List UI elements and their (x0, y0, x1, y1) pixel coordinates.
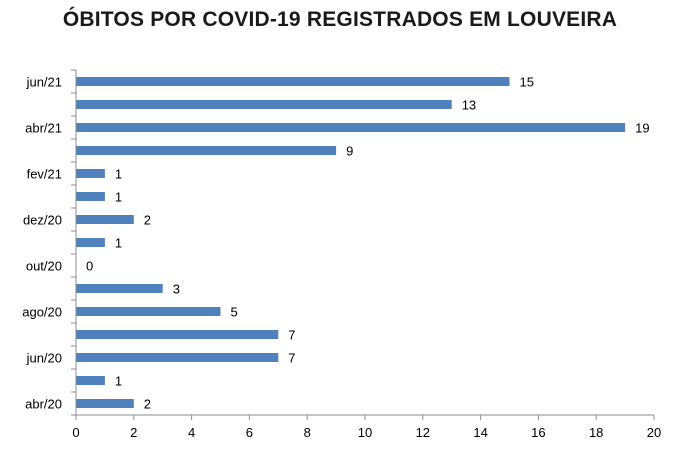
data-label: 1 (115, 374, 122, 389)
x-tick-label: 14 (473, 425, 487, 440)
category-label: out/20 (26, 259, 62, 274)
bar (76, 353, 279, 362)
data-label: 7 (288, 328, 295, 343)
bar (76, 284, 163, 293)
data-labels: 15 13 19 9 1 1 2 1 0 3 5 7 7 1 2 (86, 75, 650, 412)
bar (76, 192, 105, 201)
chart-title: ÓBITOS POR COVID-19 REGISTRADOS EM LOUVE… (62, 8, 618, 31)
data-label: 7 (288, 351, 295, 366)
category-label: abr/20 (25, 397, 62, 412)
bar-series (76, 77, 626, 408)
category-label: abr/21 (25, 121, 62, 136)
chart-axes (71, 69, 655, 420)
bar (76, 123, 626, 132)
bar (76, 215, 134, 224)
x-tick-label: 10 (358, 425, 372, 440)
data-label: 13 (462, 98, 476, 113)
data-label: 15 (520, 75, 534, 90)
bar (76, 146, 337, 155)
bar (76, 307, 221, 316)
data-label: 3 (173, 282, 180, 297)
x-tick-labels: 0 2 4 6 8 10 12 14 16 18 20 (72, 425, 661, 440)
category-label: jun/21 (26, 75, 62, 90)
bar (76, 77, 510, 86)
bar (76, 330, 279, 339)
x-tick-label: 12 (416, 425, 430, 440)
category-label: ago/20 (22, 305, 62, 320)
category-label: dez/20 (23, 213, 62, 228)
category-label: jun/20 (26, 351, 62, 366)
category-labels: jun/21 abr/21 fev/21 dez/20 out/20 ago/20 jun/… (22, 75, 62, 412)
data-label: 1 (115, 190, 122, 205)
x-tick-label: 16 (531, 425, 545, 440)
data-label: 1 (115, 167, 122, 182)
x-tick-label: 2 (130, 425, 137, 440)
data-label: 2 (144, 397, 151, 412)
x-tick-label: 0 (72, 425, 79, 440)
bar (76, 376, 105, 385)
x-tick-label: 4 (188, 425, 195, 440)
bar (76, 399, 134, 408)
data-label: 9 (346, 144, 353, 159)
bar (76, 169, 105, 178)
bar (76, 238, 105, 247)
category-label: fev/21 (27, 167, 62, 182)
x-tick-label: 8 (304, 425, 311, 440)
x-tick-label: 18 (589, 425, 603, 440)
data-label: 1 (115, 236, 122, 251)
x-tick-label: 6 (246, 425, 253, 440)
data-label: 19 (635, 121, 649, 136)
data-label: 2 (144, 213, 151, 228)
data-label: 5 (231, 305, 238, 320)
data-label: 0 (86, 259, 93, 274)
x-tick-label: 20 (647, 425, 661, 440)
bar (76, 100, 452, 109)
